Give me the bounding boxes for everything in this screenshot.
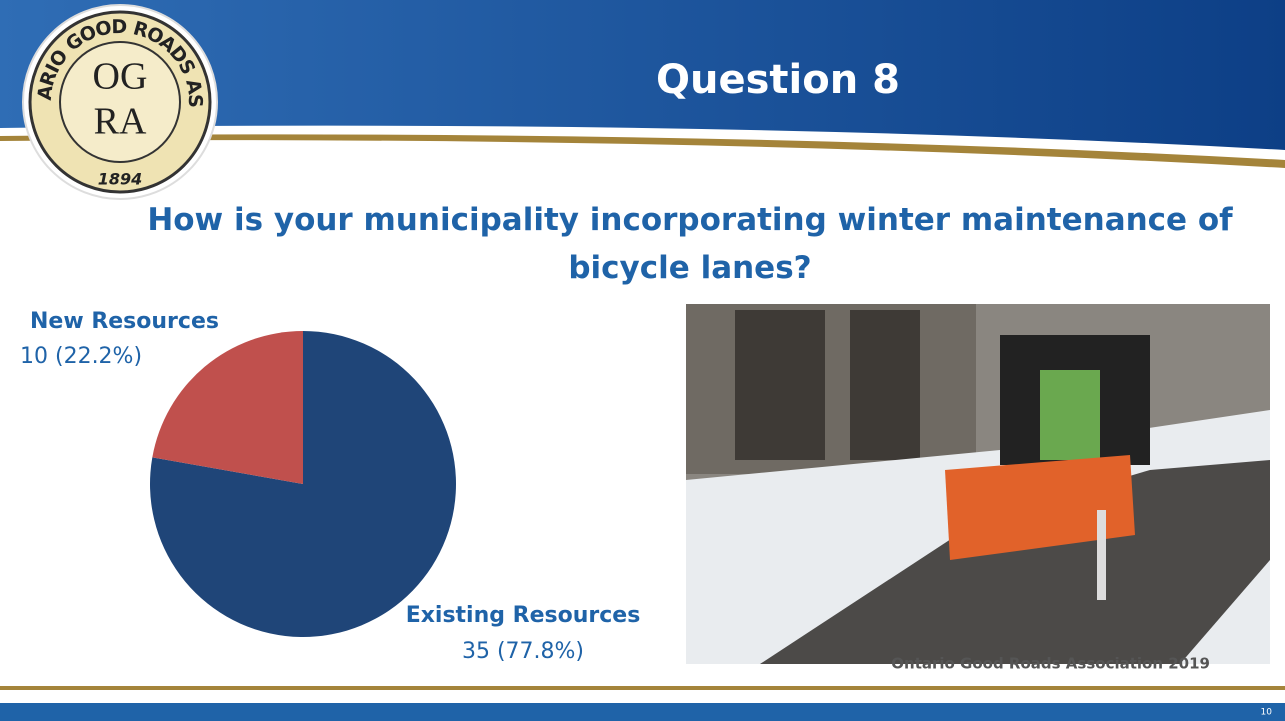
logo-year: 1894 bbox=[98, 170, 143, 189]
photo-post bbox=[1097, 510, 1106, 600]
pie-slice bbox=[152, 331, 303, 484]
photo-vent bbox=[735, 310, 825, 460]
logo-bottom: RA bbox=[94, 101, 147, 143]
slice-name: Existing Resources bbox=[406, 603, 641, 628]
logo-top: OG bbox=[93, 56, 148, 98]
pie-slice bbox=[150, 331, 457, 638]
footer-text: Ontario Good Roads Association 2019 bbox=[891, 655, 1210, 673]
footer-gold-line bbox=[0, 686, 1285, 690]
question: How is your municipality incorporating w… bbox=[147, 202, 1233, 286]
header-band bbox=[0, 0, 1285, 150]
photo-driver bbox=[1040, 370, 1100, 460]
slice-name: New Resources bbox=[30, 309, 219, 334]
photo-vent bbox=[850, 310, 920, 460]
photo-road bbox=[760, 460, 1270, 664]
logo-inner bbox=[59, 41, 181, 163]
photo bbox=[686, 304, 1270, 664]
page-number: 10 bbox=[1261, 708, 1273, 718]
title: Question 8 bbox=[656, 57, 900, 103]
photo-plow bbox=[945, 455, 1135, 560]
footer-band bbox=[0, 703, 1285, 721]
photo-building bbox=[686, 304, 976, 474]
slice-value: 35 (77.8%) bbox=[462, 639, 584, 664]
slice-value: 10 (22.2%) bbox=[20, 344, 142, 369]
